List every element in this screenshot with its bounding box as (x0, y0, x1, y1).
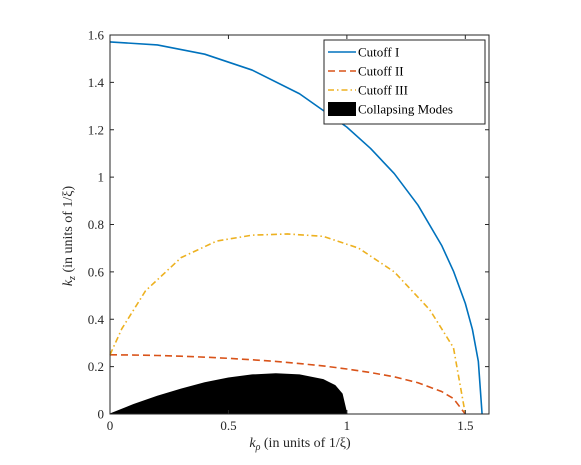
x-axis-label-subscript: ρ (255, 442, 261, 453)
x-tick-label: 1 (344, 418, 351, 433)
legend: Cutoff I Cutoff II Cutoff III Collapsing Mo… (323, 39, 486, 125)
x-axis-label-symbol: k (249, 436, 256, 451)
y-tick-label: 1.6 (88, 28, 105, 43)
legend-label-cutoff-iii: Cutoff III (358, 83, 408, 98)
series-cutoff-i (109, 41, 483, 415)
y-tick-label: 0.4 (88, 312, 105, 327)
x-axis-label-units: (in units of 1/ξ) (260, 436, 351, 451)
y-axis-label-symbol: k (61, 279, 76, 286)
y-axis-label: kz (in units of 1/ξ) (61, 185, 78, 286)
plot-layer (109, 41, 483, 415)
y-tick-label: 1 (98, 170, 105, 185)
legend-label-cutoff-i: Cutoff I (358, 45, 399, 60)
legend-label-cutoff-ii: Cutoff II (358, 64, 404, 79)
y-tick-label: 0.6 (88, 264, 105, 279)
y-axis-label-subscript: z (67, 276, 78, 281)
x-axis-label: kρ (in units of 1/ξ) (249, 436, 351, 453)
series-collapsing-modes (109, 373, 348, 415)
y-tick-label: 0 (98, 407, 105, 422)
x-tick-label: 0 (107, 418, 114, 433)
series-cutoff-iii (109, 233, 467, 415)
x-tick-label: 1.5 (457, 418, 473, 433)
legend-items: Cutoff I Cutoff II Cutoff III Collapsing Mo… (328, 45, 453, 117)
legend-label-collapsing-modes: Collapsing Modes (358, 102, 453, 117)
legend-swatch-collapsing-modes (328, 102, 356, 116)
y-tick-label: 0.8 (88, 217, 104, 232)
ticks-layer: 0 0.5 1 1.5 0 0.2 0.4 0.6 0.8 1 1.2 1.4 1.6 (88, 28, 489, 433)
y-tick-label: 1.2 (88, 122, 104, 137)
y-tick-label: 1.4 (88, 75, 105, 90)
series-cutoff-ii (109, 353, 466, 415)
y-tick-label: 0.2 (88, 359, 104, 374)
y-axis-label-units: (in units of 1/ξ) (61, 185, 76, 276)
x-tick-label: 0.5 (220, 418, 236, 433)
